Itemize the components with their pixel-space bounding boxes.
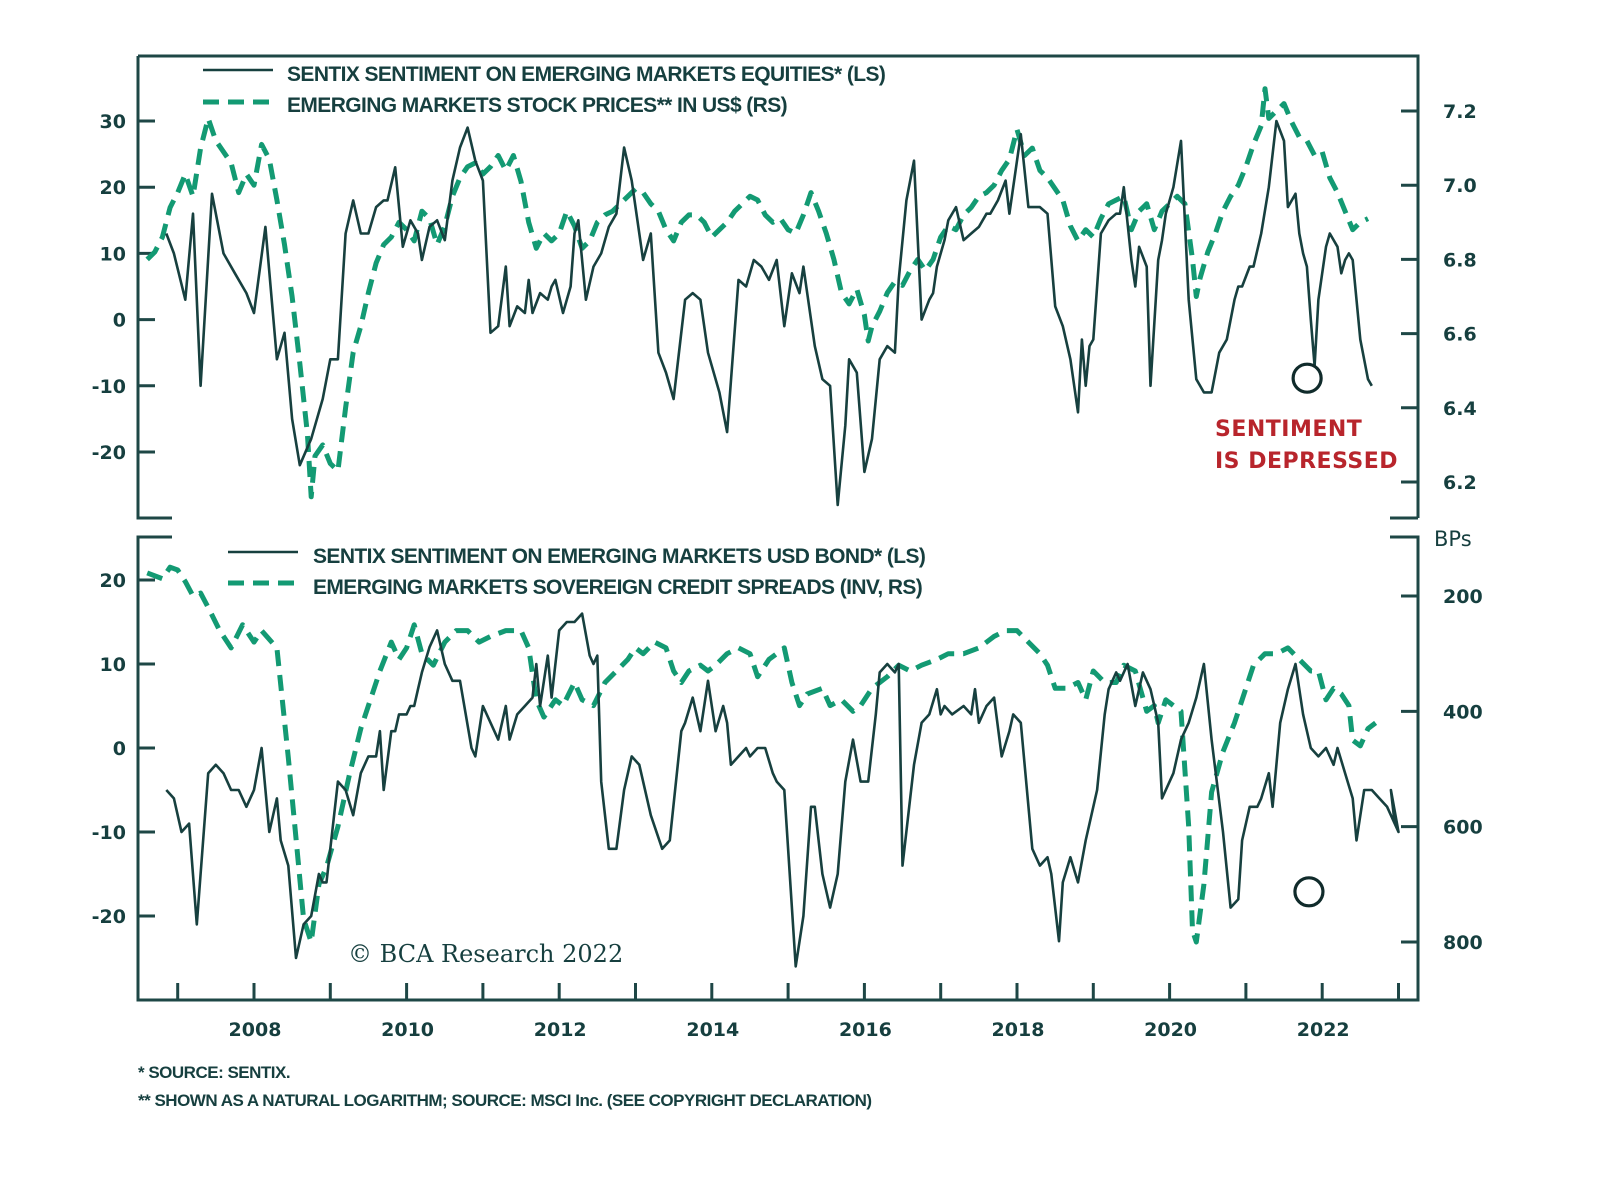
top-left-tick-label: 30 [100,111,126,133]
x-tick-label: 2014 [686,1019,739,1041]
bottom-right-tick-label: 200 [1443,586,1483,608]
top-left-tick-label: -10 [92,376,126,398]
bottom-left-tick-label: 10 [100,654,126,676]
legend-label-usd-bond-sentiment: SENTIX SENTIMENT ON EMERGING MARKETS USD… [313,545,925,568]
annotation-line-1: SENTIMENT [1215,417,1362,442]
bottom-panel-frame [136,535,1420,1002]
bottom-right-tick-label: 400 [1443,701,1483,723]
x-tick-label: 2008 [229,1019,282,1041]
bottom-right-tick-label: 600 [1443,817,1483,839]
top-right-tick-label: 6.4 [1443,398,1477,420]
series-equities-sentiment [165,119,1373,507]
copyright-label: © BCA Research 2022 [348,940,623,968]
legend-label-sovereign-spreads: EMERGING MARKETS SOVEREIGN CREDIT SPREAD… [313,576,922,599]
bottom-panel: 20 10 0 -10 -20 200 400 600 800 BPs SENTIX SENT… [92,516,1483,1002]
series-em-stock-prices [145,86,1370,500]
footnote-1: * SOURCE: SENTIX. [138,1063,290,1082]
bottom-right-tick-label: 800 [1443,932,1483,954]
top-right-tick-label: 7.2 [1443,101,1477,123]
top-panel-frame [136,54,1420,520]
top-right-tick-label: 6.6 [1443,324,1477,346]
legend-label-em-stock-prices: EMERGING MARKETS STOCK PRICES** IN US$ (… [287,94,787,117]
x-tick-label: 2016 [839,1019,892,1041]
top-left-tick-label: 0 [113,310,126,332]
top-right-tick-label: 6.8 [1443,249,1477,271]
bottom-left-tick-label: -10 [92,822,126,844]
top-left-tick-label: 20 [100,177,126,199]
top-left-tick-label: -20 [92,442,126,464]
bottom-left-tick-label: 20 [100,570,126,592]
series-usd-bond-sentiment [165,612,1400,968]
top-panel: 30 20 10 0 -10 -20 7.2 7.0 6.8 6.6 6.4 6.2 SENTIX … [92,54,1477,520]
bottom-left-tick-label: -20 [92,906,126,928]
x-tick-label: 2010 [381,1019,434,1041]
x-tick-label: 2022 [1297,1019,1350,1041]
x-tick-label: 2012 [534,1019,587,1041]
legend-label-equities-sentiment: SENTIX SENTIMENT ON EMERGING MARKETS EQU… [287,63,885,86]
x-tick-label: 2020 [1144,1019,1197,1041]
highlight-circle-bottom [1293,876,1325,908]
x-tick-label: 2018 [992,1019,1045,1041]
bottom-left-tick-label: 0 [113,738,126,760]
footnote-2: ** SHOWN AS A NATURAL LOGARITHM; SOURCE:… [138,1091,872,1110]
annotation-line-2: IS DEPRESSED [1215,449,1398,474]
top-left-tick-label: 10 [100,243,126,265]
top-right-tick-label: 6.2 [1443,472,1477,494]
highlight-circle-top [1291,362,1323,394]
top-right-tick-label: 7.0 [1443,175,1477,197]
right-axis-unit-label: BPs [1434,527,1472,551]
series-sovereign-spreads [146,564,1378,945]
